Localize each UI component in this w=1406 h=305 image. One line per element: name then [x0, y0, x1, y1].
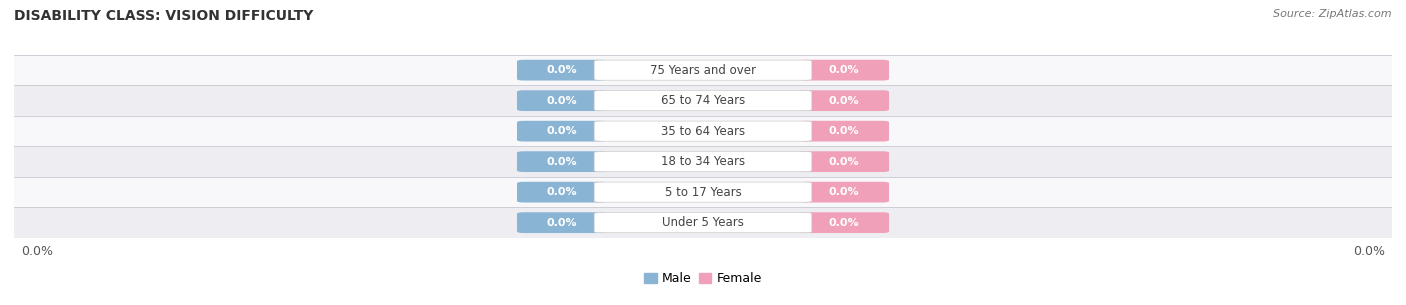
FancyBboxPatch shape — [595, 60, 811, 80]
FancyBboxPatch shape — [800, 121, 889, 142]
Text: Source: ZipAtlas.com: Source: ZipAtlas.com — [1274, 9, 1392, 19]
FancyBboxPatch shape — [517, 182, 606, 203]
Bar — [14, 55, 1392, 85]
Text: 0.0%: 0.0% — [830, 218, 859, 228]
Text: 0.0%: 0.0% — [830, 65, 859, 75]
FancyBboxPatch shape — [800, 151, 889, 172]
Text: 65 to 74 Years: 65 to 74 Years — [661, 94, 745, 107]
Bar — [14, 177, 1392, 207]
Text: 35 to 64 Years: 35 to 64 Years — [661, 125, 745, 138]
FancyBboxPatch shape — [517, 121, 606, 142]
Bar — [14, 116, 1392, 146]
FancyBboxPatch shape — [800, 182, 889, 203]
Text: 0.0%: 0.0% — [1353, 245, 1385, 258]
Bar — [14, 146, 1392, 177]
Text: DISABILITY CLASS: VISION DIFFICULTY: DISABILITY CLASS: VISION DIFFICULTY — [14, 9, 314, 23]
Legend: Male, Female: Male, Female — [640, 267, 766, 290]
FancyBboxPatch shape — [595, 121, 811, 141]
FancyBboxPatch shape — [595, 91, 811, 111]
FancyBboxPatch shape — [800, 90, 889, 111]
Text: 0.0%: 0.0% — [830, 96, 859, 106]
FancyBboxPatch shape — [517, 151, 606, 172]
Text: 0.0%: 0.0% — [830, 187, 859, 197]
Text: 0.0%: 0.0% — [21, 245, 53, 258]
Text: 18 to 34 Years: 18 to 34 Years — [661, 155, 745, 168]
FancyBboxPatch shape — [517, 90, 606, 111]
Text: 0.0%: 0.0% — [830, 157, 859, 167]
Text: 0.0%: 0.0% — [830, 126, 859, 136]
Text: 0.0%: 0.0% — [547, 218, 576, 228]
FancyBboxPatch shape — [595, 152, 811, 172]
FancyBboxPatch shape — [800, 212, 889, 233]
Bar — [14, 85, 1392, 116]
Text: 0.0%: 0.0% — [547, 187, 576, 197]
Text: 0.0%: 0.0% — [547, 157, 576, 167]
FancyBboxPatch shape — [595, 213, 811, 233]
FancyBboxPatch shape — [800, 60, 889, 81]
Text: 0.0%: 0.0% — [547, 65, 576, 75]
FancyBboxPatch shape — [517, 212, 606, 233]
FancyBboxPatch shape — [595, 182, 811, 202]
FancyBboxPatch shape — [517, 60, 606, 81]
Text: Under 5 Years: Under 5 Years — [662, 216, 744, 229]
Text: 0.0%: 0.0% — [547, 126, 576, 136]
Text: 5 to 17 Years: 5 to 17 Years — [665, 186, 741, 199]
Text: 0.0%: 0.0% — [547, 96, 576, 106]
Text: 75 Years and over: 75 Years and over — [650, 64, 756, 77]
Bar — [14, 207, 1392, 238]
